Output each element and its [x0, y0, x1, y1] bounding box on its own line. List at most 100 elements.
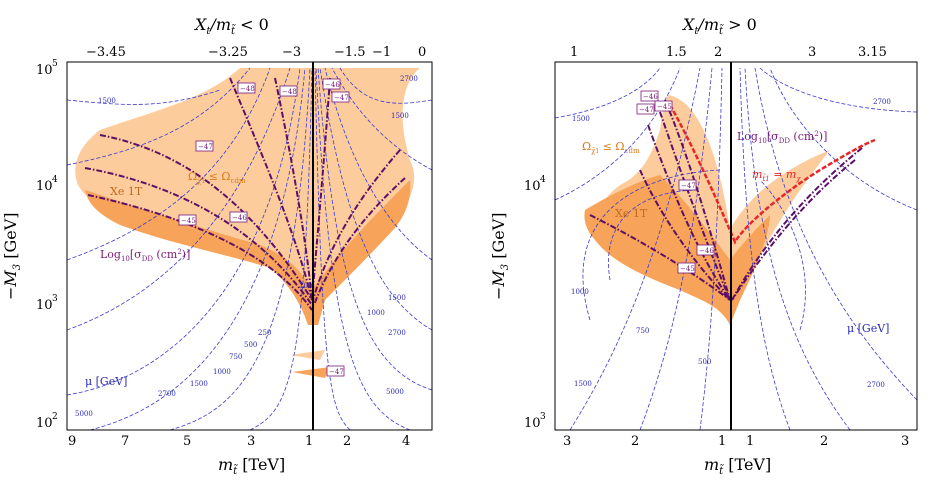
left-dd-labels: −48 −48 −46 −47 −47 −45 −46 −47 — [178, 78, 350, 377]
mu-contour — [249, 67, 313, 430]
svg-text:10: 10 — [524, 179, 541, 194]
svg-text:4: 4 — [540, 175, 546, 185]
top-tick: −1.5 — [334, 45, 366, 60]
right-dd-contours — [589, 99, 863, 301]
left-panel: 10 2 10 3 10 4 10 5 9 7 5 3 1 2 4 −3.45 −3.2… — [1, 15, 433, 477]
dd-contour — [84, 167, 313, 306]
svg-text:10: 10 — [36, 179, 53, 194]
dd-contour — [229, 77, 313, 301]
left-bottom-axis-title: mt̃ [TeV] — [218, 455, 285, 477]
mu-contour — [67, 67, 291, 331]
left-relic-annotation: Ωχ̃1 ≤ Ωcdm — [188, 170, 246, 185]
dd-contour — [731, 147, 863, 301]
svg-text:−45: −45 — [181, 217, 196, 225]
mu-contour — [739, 67, 791, 430]
mu-contour — [555, 67, 661, 119]
left-frame — [66, 61, 433, 431]
mu-contour — [324, 67, 432, 261]
left-dd-annotation: Log10[σDD (cm2)] — [100, 248, 190, 263]
mu-contour — [555, 67, 681, 201]
right-panel: 10 3 10 4 3 2 1 1 2 3 1 1.5 2 3 3.15 Xt/mt… — [489, 15, 918, 477]
mu-label: 1500 — [572, 115, 590, 123]
right-bottom-axis-title: mt̃ [TeV] — [704, 455, 771, 477]
top-tick: −3.25 — [208, 45, 248, 60]
dd-label: −46 — [322, 78, 341, 90]
mu-label: 750 — [636, 327, 649, 335]
svg-text:10: 10 — [36, 63, 53, 78]
dd-contour — [313, 177, 406, 306]
mu-contour — [67, 67, 301, 396]
right-mu-annotation: μ [GeV] — [847, 322, 889, 335]
mu-contour — [319, 67, 432, 331]
mu-contour — [169, 67, 311, 430]
top-tick: 2 — [714, 45, 722, 60]
mu-label: 1000 — [367, 309, 385, 317]
svg-text:−46: −46 — [699, 247, 714, 255]
svg-text:10: 10 — [524, 416, 541, 431]
dd-label: −46 — [229, 211, 248, 223]
mu-contour — [569, 67, 701, 430]
mu-label: 5000 — [386, 388, 404, 396]
dd-label: −47 — [678, 179, 697, 191]
right-mu-contours — [555, 67, 917, 430]
dd-label: −46 — [696, 244, 715, 256]
svg-text:10: 10 — [36, 298, 53, 313]
right-y-ticks: 10 3 10 4 — [524, 175, 546, 431]
mu-contour — [67, 67, 271, 261]
top-tick: 3.15 — [858, 45, 887, 60]
svg-text:−48: −48 — [282, 88, 297, 96]
x-tick: 3 — [247, 434, 255, 449]
left-xe-annotation: Xe 1T — [110, 185, 143, 198]
y-tick: 10 5 — [36, 59, 58, 78]
left-dd-contours — [84, 77, 406, 311]
x-tick: 1 — [746, 434, 754, 449]
svg-text:−47: −47 — [198, 143, 213, 151]
dd-label: −47 — [326, 365, 345, 377]
svg-text:3: 3 — [540, 412, 546, 422]
mu-contour — [639, 67, 713, 430]
mu-label: 2700 — [388, 329, 406, 337]
left-y-ticks: 10 2 10 3 10 4 10 5 — [36, 59, 58, 431]
mu-contour — [317, 67, 432, 391]
svg-text:−48: −48 — [240, 85, 255, 93]
mu-contour — [759, 179, 806, 331]
mu-label: 2700 — [158, 390, 176, 398]
svg-text:10: 10 — [36, 416, 53, 431]
mu-contour — [699, 67, 723, 430]
svg-text:2: 2 — [52, 412, 58, 422]
mu-contour — [67, 89, 221, 105]
mu-label: 5000 — [75, 410, 93, 418]
y-tick: 10 3 — [36, 294, 58, 313]
svg-text:−45: −45 — [680, 265, 695, 273]
mu-label: 2700 — [873, 98, 891, 106]
x-tick: 4 — [402, 434, 410, 449]
y-tick: 10 4 — [524, 175, 546, 194]
right-xe-annotation: Xe 1T — [615, 207, 648, 220]
left-relic-region — [75, 68, 420, 325]
x-tick: 1 — [305, 434, 313, 449]
mu-label: 2700 — [400, 75, 418, 83]
top-tick: 1.5 — [666, 45, 687, 60]
mu-label: 250 — [258, 329, 271, 337]
dd-contour — [312, 149, 401, 301]
svg-text:−47: −47 — [681, 182, 696, 190]
right-bottom-ticks: 3 2 1 1 2 3 — [563, 434, 909, 449]
dd-label: −48 — [237, 82, 256, 94]
right-mu-labels: 1500 2700 1000 750 500 1500 2700 — [571, 98, 891, 389]
left-plot-area — [67, 62, 432, 430]
right-plot-area — [555, 62, 917, 430]
mu-label: 1500 — [391, 112, 409, 120]
dd-label: −45 — [178, 214, 197, 226]
x-tick: 3 — [901, 434, 909, 449]
y-tick: 10 3 — [524, 412, 546, 431]
x-tick: 9 — [68, 434, 76, 449]
dd-contour — [639, 169, 731, 301]
svg-text:−46: −46 — [643, 93, 658, 101]
mu-label: 750 — [229, 353, 242, 361]
mu-label: 1000 — [571, 288, 589, 296]
right-top-ticks: 1 1.5 2 3 3.15 — [570, 45, 887, 60]
svg-text:−47: −47 — [334, 94, 349, 102]
mu-label: 1500 — [98, 97, 116, 105]
x-tick: 2 — [820, 434, 828, 449]
